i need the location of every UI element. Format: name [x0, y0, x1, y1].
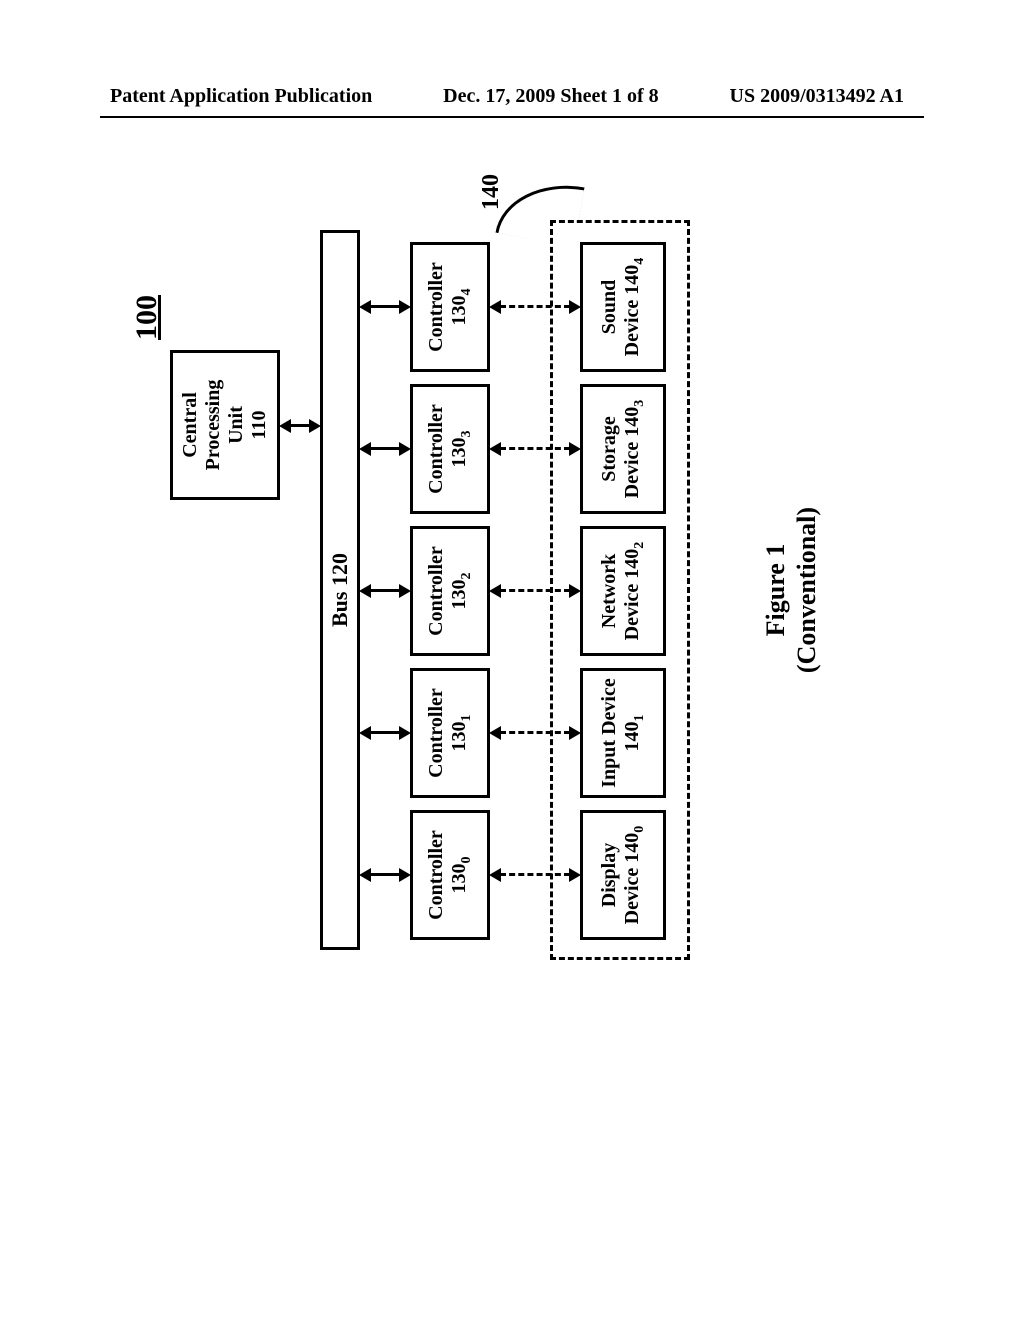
arrow-up-icon — [489, 868, 501, 882]
device-line1: Input Device — [598, 678, 621, 787]
device-line1: Network — [598, 554, 621, 628]
device-line2: Device 1402 — [621, 542, 648, 641]
controller-box: Controller1303 — [410, 384, 490, 514]
controller-box: Controller1300 — [410, 810, 490, 940]
header-rule — [100, 116, 924, 118]
device-box: NetworkDevice 1402 — [580, 526, 666, 656]
controller-box: Controller1302 — [410, 526, 490, 656]
caption-line1: Figure 1 — [760, 480, 791, 700]
arrow-up-icon — [489, 726, 501, 740]
device-line2: Device 1400 — [621, 826, 648, 925]
device-box: Input Device1401 — [580, 668, 666, 798]
controller-label: Controller — [425, 404, 448, 494]
controller-ref: 1302 — [448, 573, 475, 610]
connector — [370, 447, 400, 450]
diagram-stage: 100 Central Processing Unit 110 Bus 120 … — [110, 160, 920, 1020]
device-line2: Device 1404 — [621, 258, 648, 357]
connector — [500, 873, 570, 876]
arrow-up-icon — [279, 419, 291, 433]
group-ref-label: 140 — [478, 174, 505, 210]
cpu-ref: 110 — [248, 411, 271, 440]
connector — [370, 305, 400, 308]
connector — [500, 731, 570, 734]
figure-area: 100 Central Processing Unit 110 Bus 120 … — [110, 160, 920, 1020]
arrow-up-icon — [489, 300, 501, 314]
arrow-up-icon — [359, 584, 371, 598]
connector — [370, 731, 400, 734]
controller-label: Controller — [425, 830, 448, 920]
header-center: Dec. 17, 2009 Sheet 1 of 8 — [443, 85, 659, 108]
cpu-line1: Central — [179, 392, 202, 458]
arrow-up-icon — [359, 726, 371, 740]
controller-ref: 1300 — [448, 857, 475, 894]
bus-label: Bus 120 — [327, 553, 353, 627]
connector — [370, 589, 400, 592]
arrow-up-icon — [359, 300, 371, 314]
connector — [290, 424, 310, 427]
connector — [500, 305, 570, 308]
device-line2: 1401 — [621, 715, 648, 752]
controller-ref: 1301 — [448, 715, 475, 752]
arrow-up-icon — [489, 442, 501, 456]
controller-ref: 1304 — [448, 289, 475, 326]
arrow-up-icon — [489, 584, 501, 598]
device-box: StorageDevice 1403 — [580, 384, 666, 514]
controller-ref: 1303 — [448, 431, 475, 468]
figure-caption: Figure 1 (Conventional) — [760, 480, 822, 700]
arrow-up-icon — [359, 868, 371, 882]
device-line1: Display — [598, 843, 621, 907]
controller-box: Controller1301 — [410, 668, 490, 798]
device-line1: Sound — [598, 280, 621, 335]
cpu-line2: Processing — [202, 380, 225, 471]
cpu-box: Central Processing Unit 110 — [170, 350, 280, 500]
group-ref-arc — [495, 174, 584, 247]
controller-label: Controller — [425, 546, 448, 636]
header-left: Patent Application Publication — [110, 85, 372, 108]
connector — [500, 589, 570, 592]
arrow-up-icon — [359, 442, 371, 456]
controller-label: Controller — [425, 262, 448, 352]
device-box: SoundDevice 1404 — [580, 242, 666, 372]
device-line1: Storage — [598, 416, 621, 482]
controller-label: Controller — [425, 688, 448, 778]
device-box: DisplayDevice 1400 — [580, 810, 666, 940]
system-ref-label: 100 — [130, 295, 164, 340]
header-right: US 2009/0313492 A1 — [730, 85, 904, 108]
controller-box: Controller1304 — [410, 242, 490, 372]
caption-line2: (Conventional) — [791, 480, 822, 700]
connector — [500, 447, 570, 450]
bus-box: Bus 120 — [320, 230, 360, 950]
connector — [370, 873, 400, 876]
cpu-line3: Unit — [225, 406, 248, 444]
arrow-down-icon — [309, 419, 321, 433]
device-line2: Device 1403 — [621, 400, 648, 499]
